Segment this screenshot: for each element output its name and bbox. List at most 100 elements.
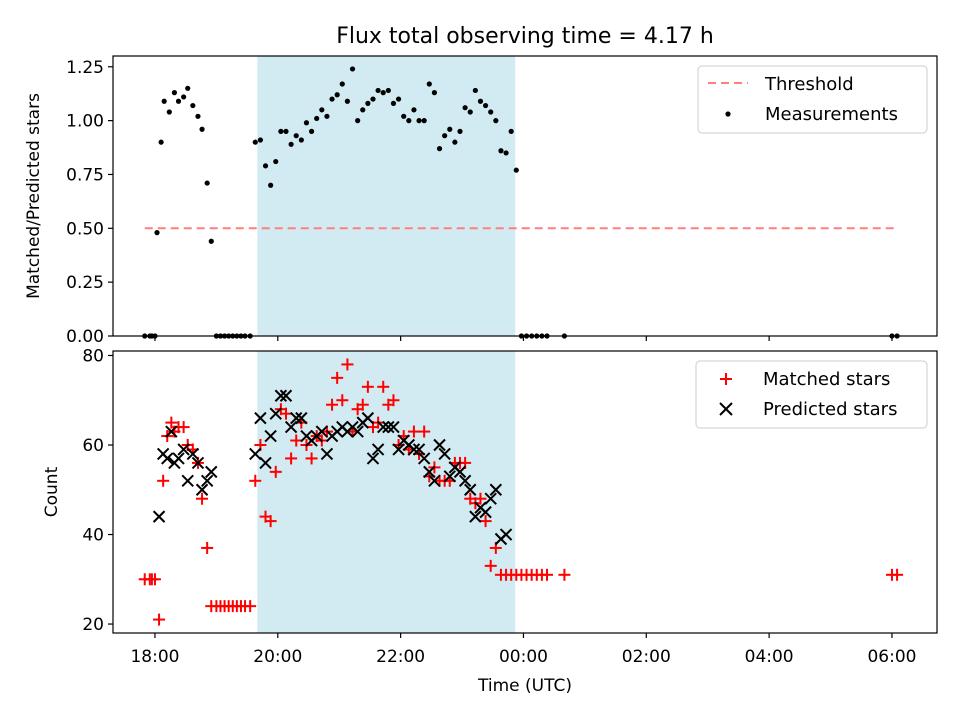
matched-star-point: [331, 371, 344, 384]
measurement-point: [252, 139, 258, 145]
matched-star-point: [418, 425, 431, 438]
top-y-tick-label: 1.25: [66, 58, 104, 78]
measurement-point: [288, 141, 294, 147]
measurement-point: [185, 85, 191, 91]
predicted-star-point: [161, 452, 174, 465]
matched-star-point: [157, 474, 170, 487]
predicted-star-point: [382, 420, 395, 434]
bottom-x-tick-label: 20:00: [253, 647, 302, 667]
predicted-star-point: [274, 389, 288, 402]
measurement-point: [257, 137, 263, 143]
predicted-star-point: [165, 425, 178, 438]
measurement-point: [329, 96, 335, 102]
predicted-star-point: [351, 425, 364, 438]
measurement-point: [171, 90, 178, 96]
measurement-point: [472, 87, 478, 94]
top-y-tick-label: 0.75: [66, 165, 104, 185]
matched-star-point: [305, 452, 318, 465]
measurement-point: [508, 128, 514, 134]
matched-star-point: [165, 416, 178, 429]
predicted-star-point: [489, 483, 503, 496]
measurement-point: [498, 148, 504, 154]
matched-star-point: [356, 398, 369, 411]
measurement-point: [365, 100, 371, 106]
legend-threshold-label: Threshold: [764, 74, 854, 95]
bottom-y-axis-label: Count: [42, 466, 62, 517]
matched-star-point: [196, 492, 209, 505]
measurement-point: [503, 150, 509, 156]
measurement-point: [303, 120, 310, 126]
measurement-point: [482, 102, 489, 109]
predicted-star-point: [279, 389, 293, 402]
measurement-point: [416, 118, 422, 124]
bottom-points: [138, 358, 904, 626]
predicted-star-point: [254, 411, 267, 425]
measurement-point: [467, 109, 473, 115]
matched-star-point: [387, 394, 400, 407]
bottom-x-tick-label: 04:00: [745, 647, 794, 667]
measurement-point: [175, 98, 182, 104]
matched-star-point: [269, 465, 282, 478]
measurement-point: [406, 118, 412, 124]
bottom-x-tick-label: 00:00: [499, 647, 548, 667]
matched-star-point: [407, 425, 420, 438]
predicted-star-point: [290, 411, 303, 425]
matched-star-point: [361, 380, 374, 393]
measurement-point: [339, 81, 345, 87]
matched-star-point: [484, 559, 497, 572]
measurement-point: [360, 107, 366, 113]
measurement-point: [293, 133, 299, 139]
top-y-tick-label: 1.00: [66, 112, 104, 132]
bottom-legend-box: [695, 360, 928, 429]
matched-star-point: [290, 434, 303, 447]
matched-star-point: [891, 568, 904, 581]
bottom-panel: 20 40 60 80 18:00 20:00 22:00 00:00 02:00 04:00 0…: [42, 346, 938, 696]
matched-star-point: [377, 380, 390, 393]
predicted-star-point: [417, 452, 431, 465]
predicted-star-point: [443, 470, 456, 483]
bottom-y-tick-label: 80: [82, 346, 104, 366]
predicted-star-point: [407, 443, 421, 456]
measurement-point: [161, 98, 167, 104]
measurement-point: [158, 139, 164, 145]
top-y-axis-label: Matched/Predicted stars: [24, 93, 44, 299]
bottom-shaded-region: [257, 351, 516, 633]
predicted-star-point: [412, 443, 426, 456]
top-y-tick-label: 0.50: [66, 219, 104, 239]
measurement-point: [452, 139, 458, 145]
bottom-x-tick-label: 06:00: [867, 647, 916, 667]
matched-star-point: [148, 573, 161, 586]
matched-star-point: [249, 474, 262, 487]
measurement-point: [457, 128, 463, 134]
measurement-point: [154, 230, 160, 236]
measurement-point: [190, 102, 196, 109]
predicted-star-point: [464, 483, 477, 496]
top-y-ticks: 0.00 0.25 0.50 0.75 1.00 1.25: [66, 58, 113, 347]
predicted-star-point: [315, 425, 329, 438]
predicted-star-point: [181, 474, 194, 488]
predicted-star-point: [433, 438, 446, 452]
bottom-y-tick-label: 40: [82, 526, 104, 546]
bottom-legend: Matched stars Predicted stars: [695, 360, 928, 429]
measurement-point: [308, 128, 315, 134]
predicted-star-point: [172, 452, 185, 465]
predicted-star-point: [269, 407, 282, 420]
predicted-star-point: [186, 447, 200, 461]
legend-measurements-label: Measurements: [765, 104, 898, 125]
predicted-star-point: [295, 411, 308, 425]
matched-star-point: [558, 568, 571, 581]
predicted-star-point: [152, 510, 166, 523]
top-legend-box: [697, 65, 928, 134]
matched-star-point: [201, 541, 214, 554]
predicted-star-point: [423, 465, 436, 479]
measurement-point: [493, 118, 499, 124]
bottom-x-tick-label: 02:00: [622, 647, 671, 667]
bottom-axes-frame: [112, 350, 938, 634]
predicted-star-point: [200, 474, 214, 488]
measurement-point: [349, 66, 356, 72]
bottom-x-tick-label: 22:00: [376, 647, 425, 667]
bottom-y-ticks: 20 40 60 80: [82, 346, 113, 635]
measurement-point: [208, 238, 214, 244]
top-y-tick-label: 0.00: [66, 327, 104, 347]
matched-star-point: [336, 394, 349, 407]
